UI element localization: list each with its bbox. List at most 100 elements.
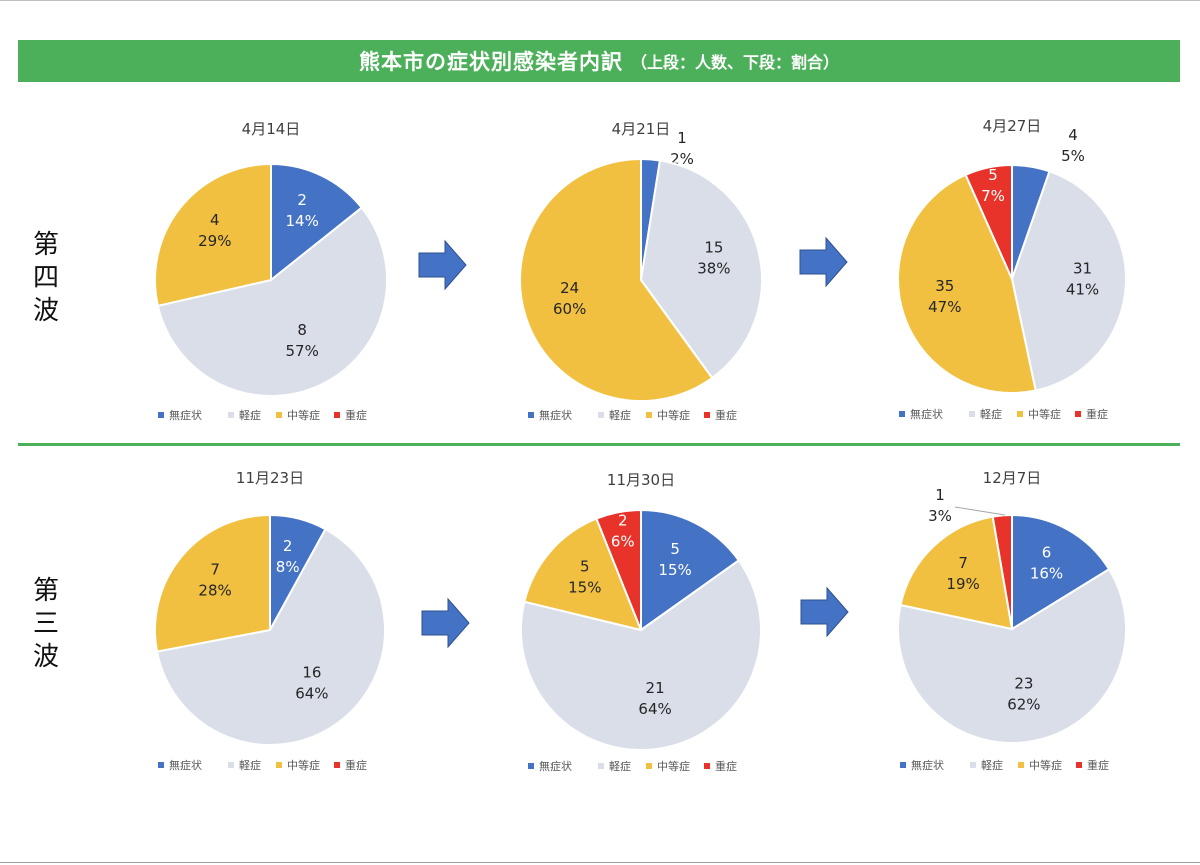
legend-swatch (970, 762, 976, 768)
data-label-line: 2 (618, 512, 628, 530)
pie-slice (270, 162, 364, 283)
data-label-line: 62% (1007, 696, 1040, 714)
data-label-line: 5 (670, 540, 680, 558)
legend-label: 軽症 (239, 408, 261, 422)
wave-label-char: 第 (32, 230, 59, 260)
legend-swatch (900, 762, 906, 768)
legend-swatch (704, 412, 710, 418)
data-label-line: 35 (935, 277, 954, 295)
data-label-line: 5 (580, 557, 590, 575)
data-label-line: 60% (553, 300, 586, 318)
right-arrow-icon (799, 236, 848, 288)
data-label-line: 14% (286, 212, 319, 230)
right-arrow-icon (800, 586, 849, 638)
pie-slice (523, 517, 643, 632)
wave-label-char: 四 (32, 263, 59, 293)
legend-label: 中等症 (657, 408, 690, 422)
pie-slice (595, 508, 642, 631)
legend-swatch (276, 762, 282, 768)
chart-legend: 無症状 軽症 中等症 重症 (528, 408, 737, 422)
data-label-line: 28% (198, 582, 231, 600)
data-label-line: 15 (704, 239, 723, 257)
legend-label: 重症 (1087, 758, 1109, 772)
pie-slice (154, 513, 271, 653)
data-label-line: 1 (677, 129, 687, 147)
data-label: 31 41% (1066, 259, 1099, 298)
page-title: 熊本市の症状別感染者内訳 (358, 50, 623, 74)
data-label: 35 47% (928, 277, 961, 316)
chart-legend: 無症状 軽症 中等症 重症 (900, 758, 1109, 772)
legend-swatch (1018, 762, 1024, 768)
chart-title: 4月14日 (242, 120, 301, 138)
data-label-line: 2 (297, 191, 307, 209)
pie-slice (1011, 513, 1111, 631)
page-bottom-border (0, 862, 1200, 863)
data-label-line: 7 (210, 561, 220, 579)
pie-slice (519, 157, 714, 402)
data-label-line: 7% (981, 187, 1005, 205)
legend-label: 重症 (1086, 407, 1108, 421)
chart-title: 11月30日 (607, 471, 675, 489)
chart-title: 4月21日 (612, 120, 671, 138)
chart-title: 12月7日 (983, 469, 1042, 487)
wave-label-char: 三 (32, 609, 59, 639)
legend-label: 無症状 (539, 408, 572, 422)
legend-swatch (598, 412, 604, 418)
pie-slice (155, 527, 386, 746)
legend-swatch (969, 411, 975, 417)
data-label-line: 19% (946, 575, 979, 593)
pie-slice (1010, 170, 1127, 392)
data-label: 8 57% (286, 321, 319, 360)
legend-swatch (704, 763, 710, 769)
legend-label: 中等症 (657, 759, 690, 773)
data-label: 6 16% (1030, 543, 1063, 582)
data-label-line: 47% (928, 298, 961, 316)
legend-swatch (598, 763, 604, 769)
legend-swatch (158, 762, 164, 768)
data-label: 5 15% (658, 540, 691, 579)
data-label-line: 2 (283, 537, 293, 555)
legend-label: 無症状 (539, 759, 572, 773)
legend-swatch (646, 412, 652, 418)
legend-swatch (528, 763, 534, 769)
pie-slice (991, 513, 1013, 630)
chart-legend: 無症状 軽症 中等症 重症 (158, 758, 367, 772)
data-label-line: 3% (928, 507, 952, 525)
legend-label: 無症状 (169, 408, 202, 422)
legend-swatch (158, 412, 164, 418)
data-label-line: 8% (276, 558, 300, 576)
data-label: 15 38% (697, 239, 730, 278)
data-label-line: 8 (297, 321, 307, 339)
data-label: 7 28% (198, 561, 231, 600)
pie-slice (897, 173, 1037, 394)
legend-label: 無症状 (910, 407, 943, 421)
legend-swatch (228, 412, 234, 418)
legend-swatch (334, 412, 340, 418)
wave-label-char: 第 (32, 576, 59, 606)
chart-legend: 無症状 軽症 中等症 重症 (158, 408, 367, 422)
legend-swatch (899, 411, 905, 417)
wave-label-third: 第 三 波 (28, 575, 64, 674)
legend-swatch (1075, 411, 1081, 417)
chart-title: 11月23日 (236, 469, 304, 487)
legend-label: 無症状 (911, 758, 944, 772)
legend-label: 無症状 (169, 758, 202, 772)
pie-slice (639, 159, 763, 380)
pie-slice (640, 508, 741, 632)
legend-swatch (276, 412, 282, 418)
data-label: 2 14% (286, 191, 319, 230)
data-label-line: 38% (697, 260, 730, 278)
legend-label: 中等症 (1029, 758, 1062, 772)
right-arrow-icon (421, 597, 470, 649)
data-label: 2 6% (611, 512, 635, 551)
data-label-line: 16% (1030, 564, 1063, 582)
data-label-line: 21 (646, 679, 665, 697)
legend-swatch (334, 762, 340, 768)
wave-label-char: 波 (32, 296, 59, 326)
data-label-line: 6% (611, 533, 635, 551)
data-label-line: 24 (560, 279, 579, 297)
legend-label: 軽症 (981, 758, 1003, 772)
